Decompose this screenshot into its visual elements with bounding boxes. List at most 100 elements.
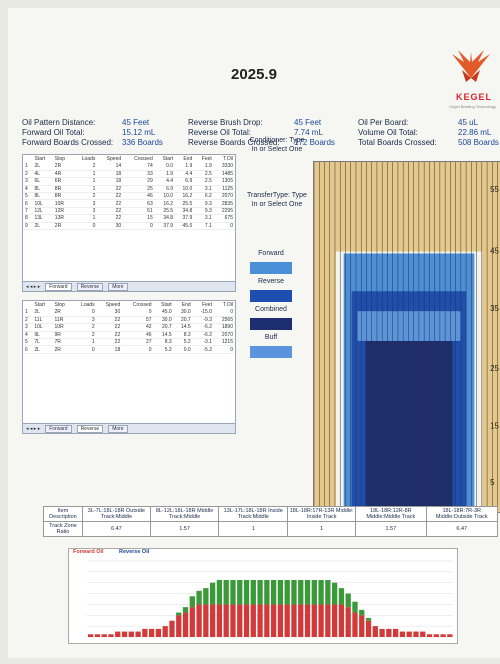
reverse-table-cell[interactable]: 0	[122, 309, 154, 317]
forward-table-cell[interactable]: 6.9	[175, 177, 195, 186]
forward-table-cell[interactable]: 2070	[213, 192, 235, 201]
forward-table-cell[interactable]: 1.9	[154, 170, 176, 179]
forward-table-cell[interactable]: 10.0	[154, 192, 176, 201]
forward-table-cell[interactable]: 46	[123, 192, 155, 201]
forward-table-cell[interactable]: 0	[213, 222, 235, 231]
forward-table-cell[interactable]: 13R	[52, 214, 73, 223]
forward-table-cell[interactable]: 6.9	[154, 185, 176, 194]
forward-table-cell[interactable]: 3.1	[194, 214, 214, 223]
forward-table-cell[interactable]: 0	[123, 222, 155, 231]
reverse-table-cell[interactable]: 6	[23, 345, 33, 354]
reverse-table-cell[interactable]: 10L	[32, 323, 53, 332]
reverse-table-cell[interactable]: 14.5	[173, 323, 193, 332]
forward-table-cell[interactable]: 18	[97, 170, 124, 179]
forward-table-cell[interactable]: 2.5	[194, 177, 214, 186]
forward-table-cell[interactable]: 5	[23, 192, 33, 201]
forward-table-cell[interactable]: 9.3	[194, 207, 214, 216]
forward-table-cell[interactable]: 10L	[32, 199, 53, 208]
forward-table-cell[interactable]: 6L	[32, 177, 53, 186]
tab-forward[interactable]: Forward	[45, 282, 72, 291]
forward-table-cell[interactable]: 22	[97, 207, 124, 216]
forward-table-cell[interactable]: 2835	[213, 199, 235, 208]
forward-table-cell[interactable]: 4	[23, 185, 33, 194]
forward-table-cell[interactable]: 8	[23, 214, 33, 223]
reverse-table-cell[interactable]: 1	[72, 338, 97, 347]
forward-table-row[interactable]: 4 8L 8R 1 22 25 6.9 10.0 3.1 1125	[23, 185, 235, 194]
reverse-table-cell[interactable]: 11R	[52, 316, 73, 325]
forward-table-cell[interactable]: 8L	[32, 192, 53, 201]
reverse-table-cell[interactable]: 11L	[32, 316, 53, 325]
reverse-table-cell[interactable]: 5.2	[153, 345, 174, 354]
forward-table-cell[interactable]: 9.3	[194, 199, 214, 208]
reverse-table-cell[interactable]: 3	[72, 316, 97, 325]
reverse-table-cell[interactable]: 42	[122, 323, 154, 332]
forward-table-cell[interactable]: 1	[72, 214, 98, 223]
forward-table-cell[interactable]: 74	[123, 163, 155, 171]
reverse-table-cell[interactable]: 22	[96, 331, 123, 340]
forward-table-cell[interactable]: 1305	[213, 177, 235, 186]
forward-table-cell[interactable]: 22	[97, 185, 124, 194]
forward-table-cell[interactable]: 675	[213, 214, 235, 223]
forward-table-cell[interactable]: 4L	[32, 170, 53, 179]
reverse-table-row[interactable]: 5 7L 7R 1 22 27 8.3 5.2 -3.1 1215	[23, 338, 235, 347]
forward-table-row[interactable]: 1 2L 2R 2 14 74 0.0 1.9 1.9 3330	[23, 163, 235, 171]
forward-table-cell[interactable]: 13L	[32, 214, 53, 223]
forward-table-cell[interactable]: 0.0	[154, 163, 176, 171]
forward-table-cell[interactable]: 1	[72, 185, 98, 194]
reverse-table-cell[interactable]: 22	[96, 323, 123, 332]
reverse-table-cell[interactable]: 2R	[52, 309, 73, 317]
forward-table-cell[interactable]: 1.9	[194, 163, 214, 171]
forward-table-cell[interactable]: 2	[72, 163, 98, 171]
conditioner-select[interactable]: Conditioner: Type In or Select One	[249, 137, 305, 153]
reverse-table-cell[interactable]: 2R	[52, 345, 73, 354]
forward-table-cell[interactable]: 25	[123, 185, 155, 194]
forward-table-cell[interactable]: 10.0	[175, 185, 195, 194]
forward-table-cell[interactable]: 18	[97, 177, 124, 186]
reverse-table-cell[interactable]: -6.2	[192, 323, 214, 332]
reverse-table-cell[interactable]: 30.0	[153, 316, 174, 325]
forward-table-row[interactable]: 2 4L 4R 1 18 33 1.9 4.4 2.5 1485	[23, 170, 235, 179]
reverse-table-cell[interactable]: 5.2	[173, 338, 193, 347]
forward-table-cell[interactable]: 37.9	[175, 214, 195, 223]
forward-table-cell[interactable]: 2	[23, 170, 33, 179]
reverse-table-cell[interactable]: -5.2	[192, 345, 214, 354]
reverse-table-cell[interactable]: -15.0	[192, 309, 214, 317]
reverse-table-cell[interactable]: 2	[72, 323, 97, 332]
reverse-table-row[interactable]: 4 9L 9R 2 22 46 14.5 8.3 -6.2 2070	[23, 331, 235, 340]
forward-table-cell[interactable]: 45.0	[175, 222, 195, 231]
forward-table-cell[interactable]: 3.1	[194, 185, 214, 194]
reverse-table-row[interactable]: 1 2L 2R 0 30 0 45.0 30.0 -15.0 0	[23, 309, 235, 317]
reverse-table-row[interactable]: 2 11L 11R 3 22 57 30.0 20.7 -9.3 2565	[23, 316, 235, 325]
forward-table-cell[interactable]: 2R	[52, 163, 73, 171]
forward-table-cell[interactable]: 22	[97, 192, 124, 201]
reverse-table-cell[interactable]: 2L	[32, 309, 53, 317]
reverse-table-cell[interactable]: 20.7	[173, 316, 193, 325]
forward-table-row[interactable]: 7 12L 12R 3 22 51 25.5 34.8 9.3 2295	[23, 207, 235, 216]
forward-table-cell[interactable]: 8R	[52, 192, 73, 201]
forward-table-cell[interactable]: 3	[72, 199, 98, 208]
forward-table-row[interactable]: 3 6L 6R 1 18 29 4.4 6.9 2.5 1305	[23, 177, 235, 186]
forward-table-cell[interactable]: 2	[72, 192, 98, 201]
forward-table-cell[interactable]: 2.5	[194, 170, 214, 179]
forward-table-row[interactable]: 9 2L 2R 0 30 0 37.9 45.0 7.1 0	[23, 222, 235, 231]
reverse-table-cell[interactable]: 2	[23, 316, 33, 325]
forward-table-cell[interactable]: 6	[23, 199, 33, 208]
forward-table-cell[interactable]: 4.4	[154, 177, 176, 186]
forward-table-cell[interactable]: 22	[97, 214, 124, 223]
reverse-table-cell[interactable]: 1890	[213, 323, 235, 332]
transfer-select[interactable]: TransferType: Type In or Select One	[247, 192, 307, 208]
forward-table-cell[interactable]: 6.2	[194, 192, 214, 201]
reverse-table-cell[interactable]: 7R	[52, 338, 73, 347]
forward-table-cell[interactable]: 34.8	[154, 214, 176, 223]
reverse-table-cell[interactable]: 27	[122, 338, 154, 347]
forward-table-cell[interactable]: 2295	[213, 207, 235, 216]
reverse-table-cell[interactable]: 30	[96, 309, 123, 317]
forward-table-cell[interactable]: 51	[123, 207, 155, 216]
forward-table-cell[interactable]: 1125	[213, 185, 235, 194]
forward-table-cell[interactable]: 2L	[32, 163, 53, 171]
reverse-table-cell[interactable]: 14.5	[153, 331, 174, 340]
forward-table-cell[interactable]: 2R	[52, 222, 73, 231]
forward-table-cell[interactable]: 16.2	[175, 192, 195, 201]
reverse-table-cell[interactable]: 30.0	[173, 309, 193, 317]
forward-table-cell[interactable]: 33	[123, 170, 155, 179]
